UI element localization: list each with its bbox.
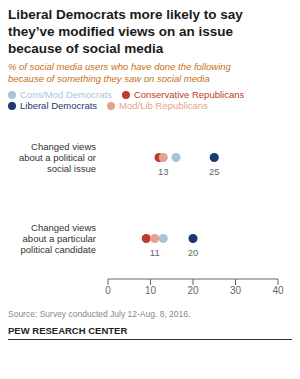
svg-text:0: 0 <box>105 285 111 296</box>
svg-text:13: 13 <box>158 166 169 177</box>
svg-text:20: 20 <box>187 285 199 296</box>
html-text:Conservative Republicans: Conservative Republicans <box>133 89 245 100</box>
svg-text:20: 20 <box>188 247 199 258</box>
html-text:Liberal Democrats more likely: Liberal Democrats more likely to say <box>8 7 243 22</box>
html-text:% of social media users who ha: % of social media users who have done th… <box>8 61 231 72</box>
svg-text:40: 40 <box>272 285 284 296</box>
svg-text:25: 25 <box>209 166 220 177</box>
svg-text:11: 11 <box>150 247 160 258</box>
html-text:because of social media: because of social media <box>8 41 164 56</box>
html-text:Source: Survey conducted July: Source: Survey conducted July 12-Aug. 8,… <box>8 309 191 319</box>
html-text:Liberal Democrats: Liberal Democrats <box>20 100 98 111</box>
html-text:Cons/Mod Democrats: Cons/Mod Democrats <box>20 89 112 100</box>
svg-text:10: 10 <box>145 285 157 296</box>
svg-text:30: 30 <box>230 285 242 296</box>
html-text:Mod/Lib Republicans: Mod/Lib Republicans <box>119 100 208 111</box>
svg-text:Changed viewsabout a political: Changed viewsabout a political orsocial … <box>19 140 96 173</box>
html-text:they’ve modified views on an i: they’ve modified views on an issue <box>8 24 234 39</box>
svg-text:Changed viewsabout a particula: Changed viewsabout a particularpolitical… <box>20 221 96 254</box>
html-text:PEW RESEARCH CENTER: PEW RESEARCH CENTER <box>8 325 128 336</box>
html-text:because of something they saw: because of something they saw on social … <box>8 73 210 84</box>
